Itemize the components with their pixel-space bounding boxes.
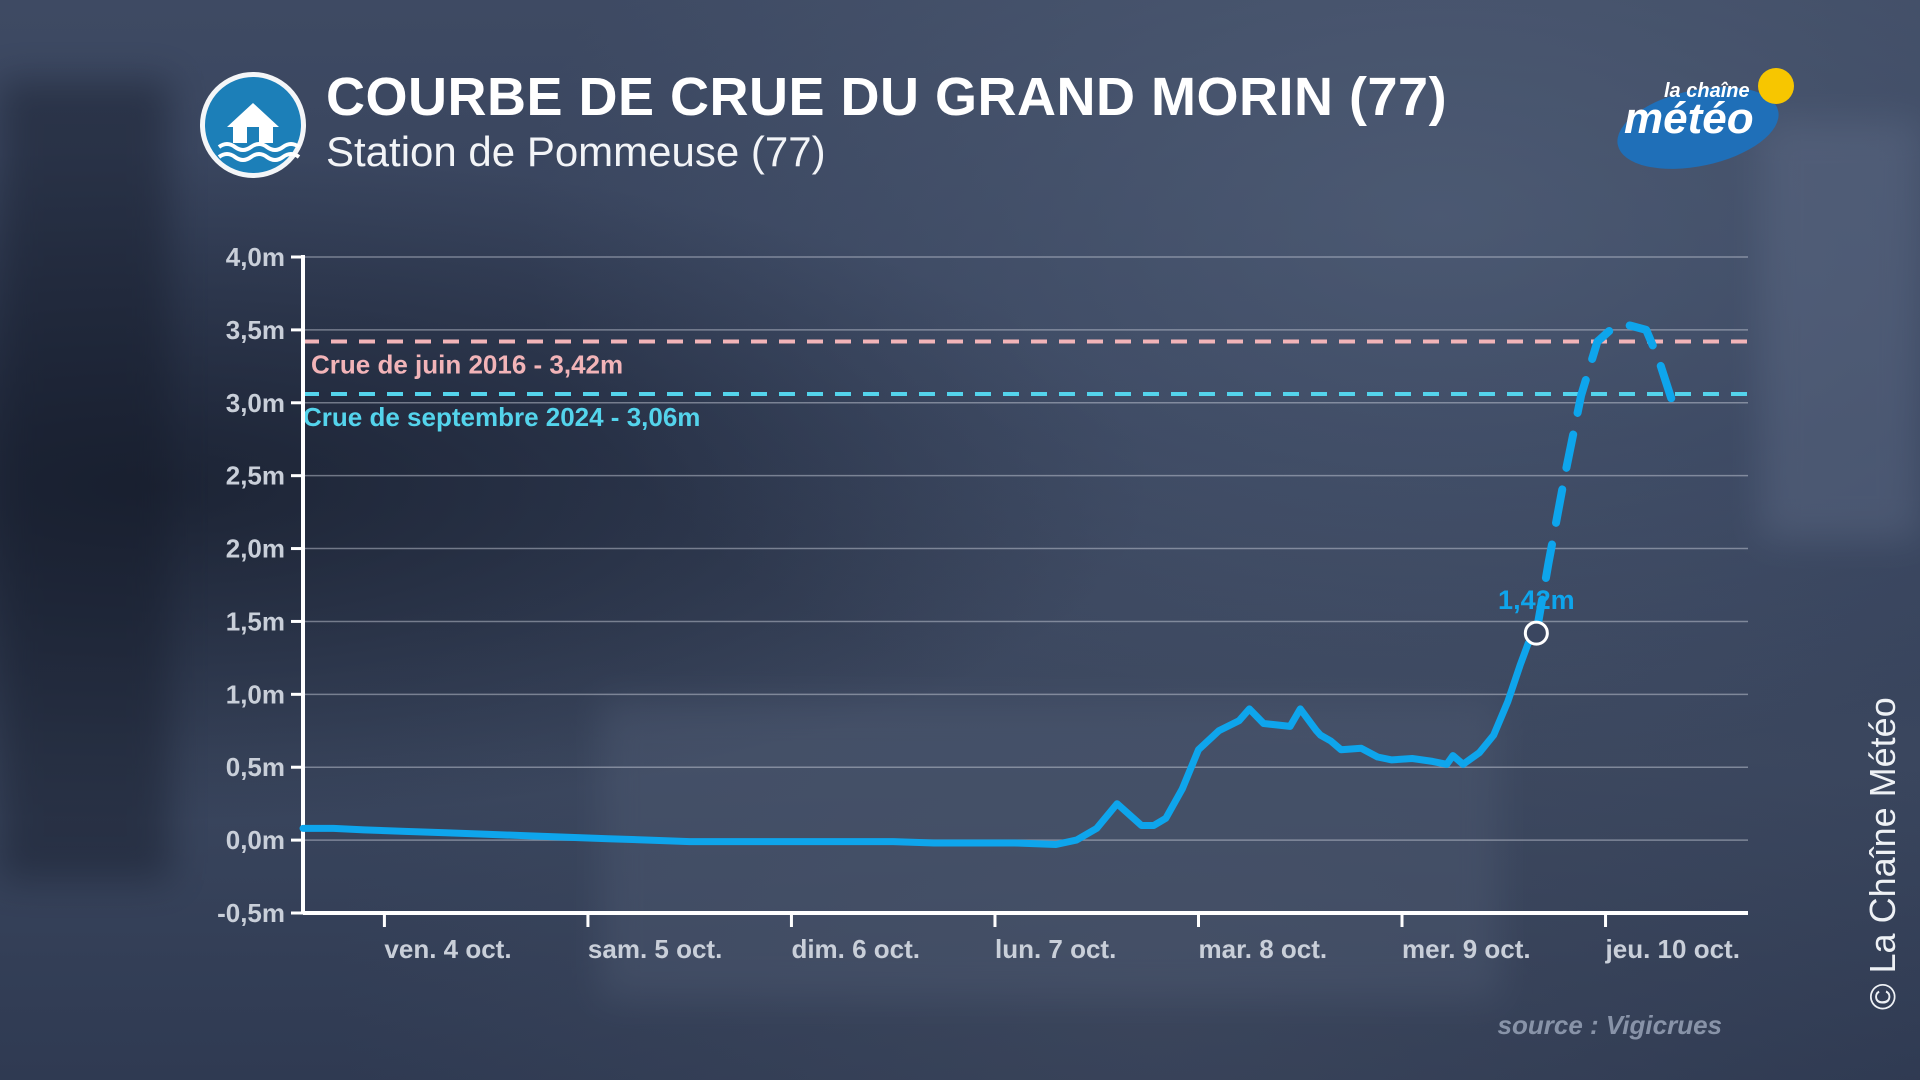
forecast-line [1532,321,1677,638]
y-tick-label: 0,0m [226,825,285,855]
copyright-label: © La Chaîne Météo [1862,697,1903,1010]
observed-line [299,629,1540,848]
page-subtitle: Station de Pommeuse (77) [326,128,826,175]
current-level-label: 1,42m [1498,585,1575,615]
y-tick-label: 0,5m [226,752,285,782]
x-tick-label: ven. 4 oct. [384,934,511,964]
brand-text-main: météo [1624,94,1754,143]
x-tick-label: mer. 9 oct. [1402,934,1531,964]
sun-icon [1758,68,1794,104]
y-tick-label: 4,0m [226,242,285,272]
x-tick-label: sam. 5 oct. [588,934,722,964]
annotations: 1,42m [1498,585,1575,646]
y-tick-label: -0,5m [217,898,285,928]
brand-text-top: la chaîne [1664,80,1750,102]
flooded-house-icon [200,72,306,178]
background-building-left [0,80,170,880]
axes: 4,0m 3,5m 3,0m 2,5m 2,0m 1,5m 1,0m 0,5m 0,0m -0,5… [217,242,1748,964]
x-tick-label: lun. 7 oct. [995,934,1116,964]
source-label: source : Vigicrues [1497,1010,1722,1040]
y-tick-label: 1,5m [226,606,285,636]
y-tick-label: 3,5m [226,315,285,345]
x-tick-label: jeu. 10 oct. [1605,934,1740,964]
x-tick-label: dim. 6 oct. [791,934,920,964]
x-tick-label: mar. 8 oct. [1198,934,1327,964]
y-tick-label: 2,5m [226,461,285,491]
reference-line-label: Crue de juin 2016 - 3,42m [311,350,623,380]
page-title: COURBE DE CRUE DU GRAND MORIN (77) [326,67,1448,127]
y-tick-label: 3,0m [226,388,285,418]
y-tick-label: 2,0m [226,534,285,564]
series-lines [299,321,1677,848]
brand-logo [1617,68,1794,169]
reference-lines: Crue de juin 2016 - 3,42m Crue de septemb… [303,339,1748,432]
background-building-right [1760,120,1920,540]
current-level-marker [1523,620,1549,646]
y-tick-label: 1,0m [226,679,285,709]
reference-line-label: Crue de septembre 2024 - 3,06m [303,402,700,432]
grid-lines [303,256,1748,841]
